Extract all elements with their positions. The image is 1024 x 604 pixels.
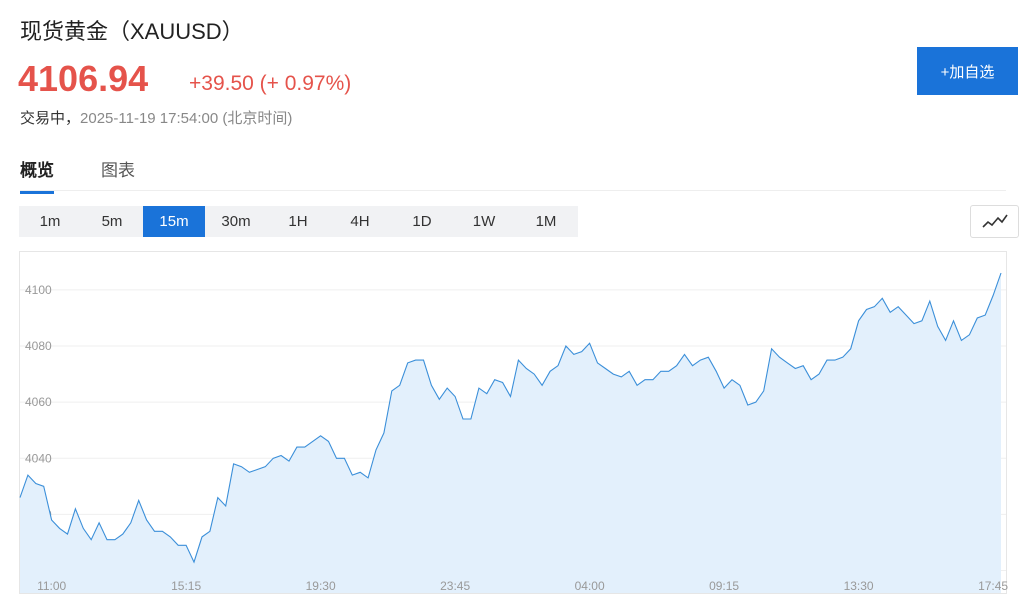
chart-style-button[interactable] <box>970 205 1019 238</box>
interval-option[interactable]: 1M <box>535 213 557 230</box>
tab[interactable]: 概览 <box>20 156 54 194</box>
price: 4106.94 <box>18 58 149 99</box>
chart: 40004020404040604080410011:0015:1519:302… <box>19 251 1008 594</box>
title: 现货黄金（XAUUSD） <box>20 19 244 44</box>
line <box>19 272 1002 564</box>
y-tick-label: 4080 <box>25 339 52 353</box>
interval-option[interactable]: 1W <box>472 213 496 230</box>
x-tick-label: 23:45 <box>440 579 470 593</box>
x-tick-label: 15:15 <box>171 579 201 593</box>
price-change: +39.50 (+ 0.97%) <box>189 72 352 95</box>
interval-option[interactable]: 15m <box>143 206 205 237</box>
x-tick-label: 04:00 <box>575 579 605 593</box>
y-tick-label: 4100 <box>25 283 52 297</box>
interval-option[interactable]: 30m <box>221 213 251 230</box>
interval-selector: 1m 5m 15m 30m 1H 4H 1D 1W 1M <box>19 206 578 237</box>
interval-option[interactable]: 1H <box>288 213 308 230</box>
x-tick-label: 13:30 <box>844 579 874 593</box>
tab[interactable]: 图表 <box>101 161 135 180</box>
interval-option[interactable]: 4H <box>350 213 370 230</box>
interval-option[interactable]: 1m <box>39 213 61 230</box>
area <box>20 273 1001 593</box>
y-tick-label: 4060 <box>25 395 52 409</box>
x-tick-label: 17:45 <box>978 579 1008 593</box>
x-tick-label: 11:00 <box>37 579 66 593</box>
x-tick-label: 09:15 <box>709 579 739 593</box>
chart-style-icon <box>982 214 1008 228</box>
status-line: 交易中，2025-11-19 17:54:00 (北京时间) <box>20 107 292 128</box>
interval-option[interactable]: 1D <box>412 213 432 230</box>
add-watchlist-button[interactable]: +加自选 <box>917 47 1018 95</box>
y-tick-label: 4040 <box>25 451 52 465</box>
trading-status: 交易中， <box>20 110 81 127</box>
x-tick-label: 19:30 <box>306 579 336 593</box>
timestamp: 2025-11-19 17:54:00 (北京时间) <box>80 110 293 127</box>
tab-bar: 概览 图表 <box>20 150 1006 194</box>
interval-option[interactable]: 5m <box>101 213 123 230</box>
